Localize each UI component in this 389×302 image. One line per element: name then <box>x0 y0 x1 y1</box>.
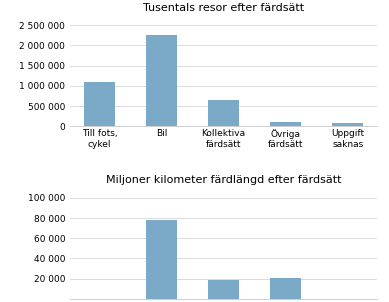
Title: Tusentals resor efter färdsätt: Tusentals resor efter färdsätt <box>143 3 304 13</box>
Bar <box>208 100 239 127</box>
Title: Miljoner kilometer färdlängd efter färdsätt: Miljoner kilometer färdlängd efter färds… <box>106 175 342 185</box>
Bar <box>84 82 115 127</box>
Bar <box>146 35 177 127</box>
Bar <box>270 278 301 299</box>
Bar <box>332 123 363 127</box>
Bar <box>270 122 301 127</box>
Bar <box>146 220 177 299</box>
Bar <box>208 280 239 299</box>
